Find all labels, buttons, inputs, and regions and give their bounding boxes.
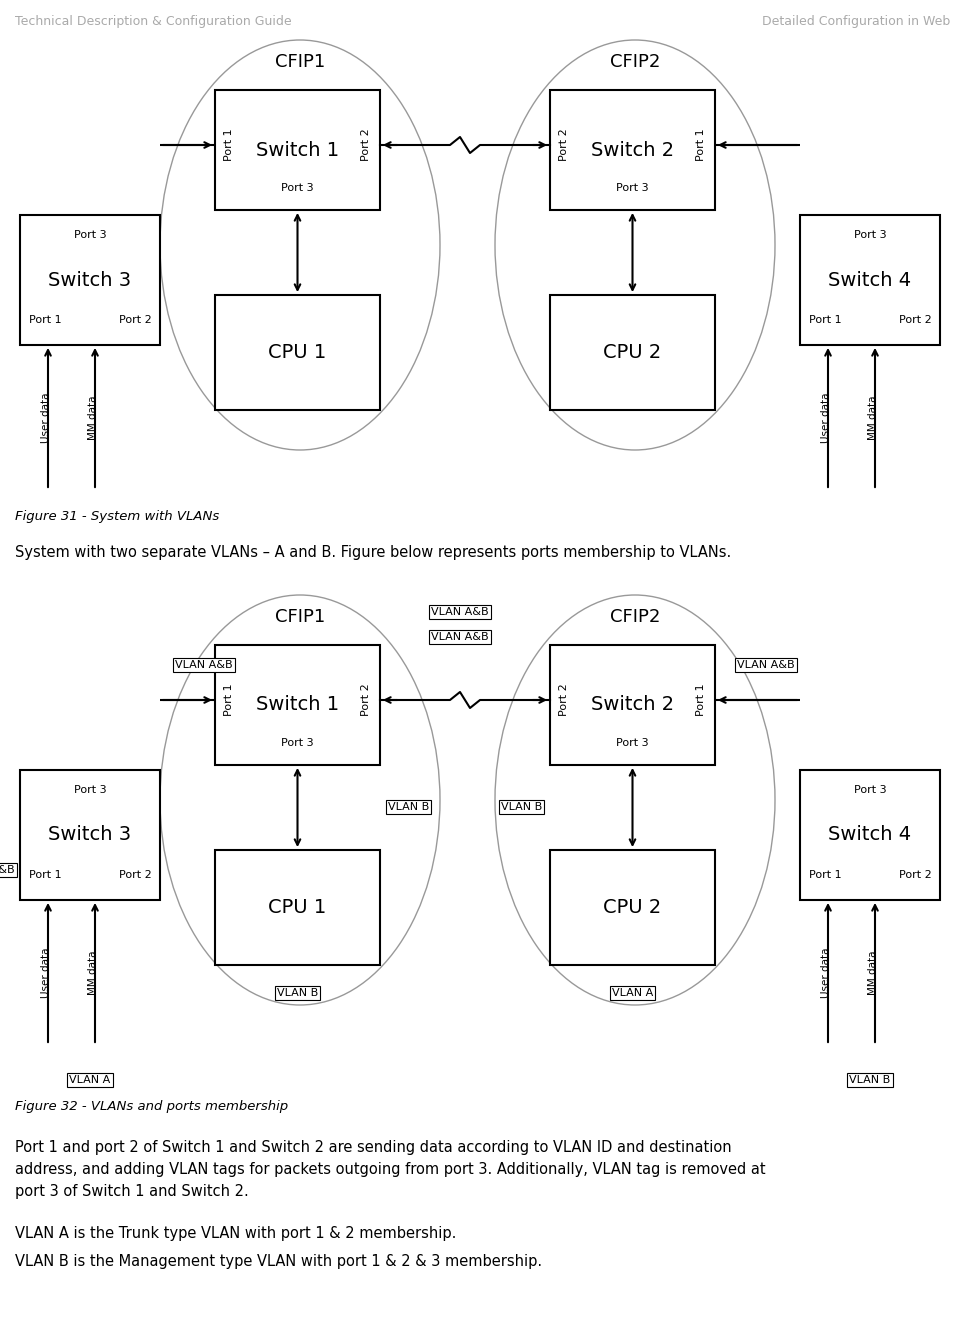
Text: CPU 2: CPU 2 — [603, 898, 662, 918]
Text: CFIP2: CFIP2 — [610, 608, 660, 626]
Text: VLAN A is the Trunk type VLAN with port 1 & 2 membership.: VLAN A is the Trunk type VLAN with port … — [15, 1226, 456, 1241]
Text: Switch 3: Switch 3 — [48, 825, 131, 845]
Text: VLAN A&B: VLAN A&B — [175, 659, 233, 670]
Text: MM data: MM data — [868, 951, 878, 994]
Text: Switch 2: Switch 2 — [591, 695, 675, 715]
Text: Port 1: Port 1 — [809, 315, 841, 324]
Text: Port 3: Port 3 — [854, 785, 886, 794]
Text: Port 1: Port 1 — [224, 683, 234, 716]
Text: CFIP2: CFIP2 — [610, 53, 660, 71]
Text: System with two separate VLANs – A and B. Figure below represents ports membersh: System with two separate VLANs – A and B… — [15, 545, 731, 560]
Text: VLAN A&B: VLAN A&B — [0, 865, 15, 875]
Text: Switch 1: Switch 1 — [256, 140, 339, 159]
Text: MM data: MM data — [88, 396, 98, 440]
Text: VLAN A&B: VLAN A&B — [431, 606, 489, 617]
Text: VLAN B: VLAN B — [388, 802, 429, 812]
Text: User data: User data — [41, 947, 51, 998]
Bar — [215, 645, 380, 765]
Text: VLAN B: VLAN B — [849, 1075, 891, 1084]
Bar — [550, 645, 715, 765]
Text: MM data: MM data — [88, 951, 98, 994]
Text: Port 3: Port 3 — [617, 737, 648, 748]
Text: Port 3: Port 3 — [281, 737, 314, 748]
Text: VLAN B is the Management type VLAN with port 1 & 2 & 3 membership.: VLAN B is the Management type VLAN with … — [15, 1254, 542, 1268]
Text: Technical Description & Configuration Guide: Technical Description & Configuration Gu… — [15, 15, 291, 28]
Text: Detailed Configuration in Web: Detailed Configuration in Web — [761, 15, 950, 28]
Text: Port 1 and port 2 of Switch 1 and Switch 2 are sending data according to VLAN ID: Port 1 and port 2 of Switch 1 and Switch… — [15, 1140, 731, 1155]
Text: VLAN A&B: VLAN A&B — [431, 632, 489, 642]
Text: CFIP1: CFIP1 — [275, 53, 325, 71]
Text: Port 3: Port 3 — [73, 230, 106, 240]
Bar — [20, 214, 160, 346]
Text: Port 3: Port 3 — [617, 183, 648, 193]
Bar — [215, 850, 380, 965]
Bar — [215, 90, 380, 211]
Text: CPU 1: CPU 1 — [268, 343, 326, 361]
Text: Port 2: Port 2 — [559, 128, 569, 162]
Text: VLAN B: VLAN B — [501, 802, 542, 812]
Text: Port 1: Port 1 — [696, 683, 706, 716]
Text: port 3 of Switch 1 and Switch 2.: port 3 of Switch 1 and Switch 2. — [15, 1184, 249, 1200]
Text: Port 2: Port 2 — [898, 870, 931, 880]
Bar — [550, 850, 715, 965]
Text: VLAN A: VLAN A — [612, 988, 653, 998]
Text: Figure 32 - VLANs and ports membership: Figure 32 - VLANs and ports membership — [15, 1100, 289, 1113]
Text: Port 3: Port 3 — [73, 785, 106, 794]
Text: Port 1: Port 1 — [809, 870, 841, 880]
Bar — [215, 295, 380, 410]
Text: Port 3: Port 3 — [281, 183, 314, 193]
Text: VLAN A&B: VLAN A&B — [737, 659, 795, 670]
Text: Port 2: Port 2 — [559, 683, 569, 716]
Text: Port 1: Port 1 — [224, 128, 234, 162]
Text: address, and adding VLAN tags for packets outgoing from port 3. Additionally, VL: address, and adding VLAN tags for packet… — [15, 1162, 765, 1177]
Bar — [550, 295, 715, 410]
Bar — [800, 214, 940, 346]
Text: MM data: MM data — [868, 396, 878, 440]
Text: Switch 3: Switch 3 — [48, 270, 131, 290]
Bar — [550, 90, 715, 211]
Text: User data: User data — [41, 392, 51, 442]
Text: VLAN B: VLAN B — [277, 988, 318, 998]
Text: Port 2: Port 2 — [119, 315, 152, 324]
Bar — [20, 771, 160, 900]
Text: Switch 1: Switch 1 — [256, 695, 339, 715]
Text: Port 2: Port 2 — [119, 870, 152, 880]
Text: Switch 4: Switch 4 — [828, 825, 912, 845]
Text: Port 3: Port 3 — [854, 230, 886, 240]
Text: Port 1: Port 1 — [29, 315, 62, 324]
Text: Port 2: Port 2 — [361, 128, 371, 162]
Text: Figure 31 - System with VLANs: Figure 31 - System with VLANs — [15, 510, 219, 523]
Text: CPU 2: CPU 2 — [603, 343, 662, 361]
Text: Port 1: Port 1 — [696, 128, 706, 162]
Text: CPU 1: CPU 1 — [268, 898, 326, 918]
Text: Switch 4: Switch 4 — [828, 270, 912, 290]
Bar — [800, 771, 940, 900]
Text: Switch 2: Switch 2 — [591, 140, 675, 159]
Text: User data: User data — [821, 392, 831, 442]
Text: Port 1: Port 1 — [29, 870, 62, 880]
Text: User data: User data — [821, 947, 831, 998]
Text: Port 2: Port 2 — [898, 315, 931, 324]
Text: VLAN A: VLAN A — [69, 1075, 111, 1084]
Text: CFIP1: CFIP1 — [275, 608, 325, 626]
Text: Port 2: Port 2 — [361, 683, 371, 716]
